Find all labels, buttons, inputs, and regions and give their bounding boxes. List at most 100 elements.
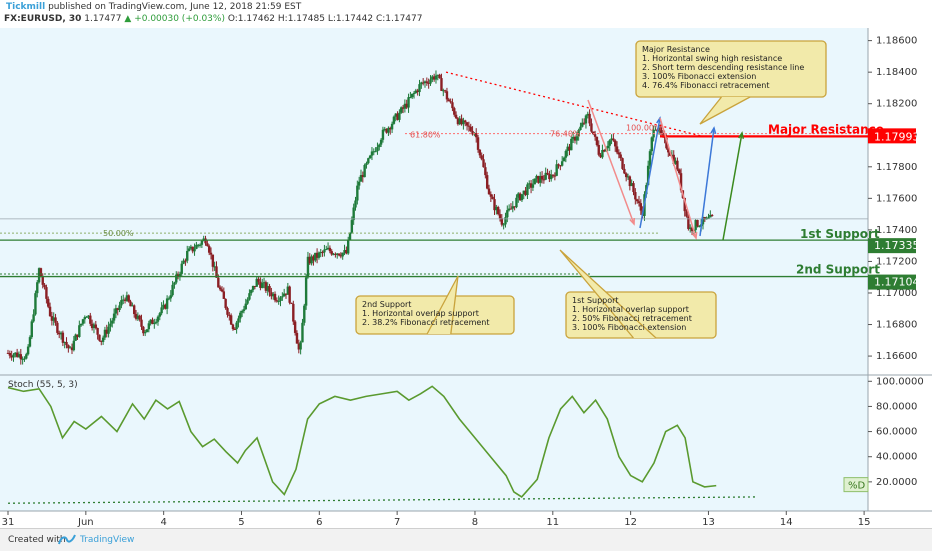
candles-layer bbox=[6, 70, 714, 365]
candle-body bbox=[37, 268, 41, 283]
candle-body bbox=[612, 138, 615, 141]
fib-down-arrow-2-head bbox=[691, 231, 698, 240]
candle-body bbox=[394, 113, 397, 117]
candle-body bbox=[26, 346, 30, 355]
candle-body bbox=[123, 299, 127, 301]
candle-body bbox=[337, 253, 341, 256]
candle-body bbox=[147, 323, 151, 330]
candle-body bbox=[220, 289, 224, 292]
candle-body bbox=[550, 174, 553, 180]
candle-body bbox=[476, 137, 480, 150]
candle-body bbox=[92, 324, 96, 329]
fib-764-label: 76.40% bbox=[550, 130, 581, 139]
candle-body bbox=[81, 319, 85, 324]
candle-body bbox=[469, 126, 472, 131]
candle-body bbox=[451, 102, 454, 109]
candle-body bbox=[323, 249, 326, 253]
stoch-axis-tick-label: 40.0000 bbox=[876, 452, 917, 463]
candle-body bbox=[568, 146, 571, 151]
candle-body bbox=[125, 295, 129, 301]
candle-body bbox=[462, 120, 465, 125]
symbol-label[interactable]: FX:EURUSD, 30 bbox=[4, 14, 82, 24]
candle-body bbox=[584, 115, 588, 124]
candle-body bbox=[262, 282, 266, 284]
tradingview-brand[interactable]: TradingView bbox=[80, 535, 135, 545]
candle-body bbox=[513, 206, 516, 208]
candle-body bbox=[336, 253, 339, 255]
candle-body bbox=[98, 334, 101, 341]
candle-body bbox=[306, 256, 310, 278]
candle-body bbox=[39, 268, 43, 278]
candle-body bbox=[255, 278, 258, 287]
support1-note-pointer bbox=[559, 249, 657, 339]
candle-body bbox=[153, 322, 156, 325]
candle-body bbox=[218, 287, 222, 290]
candle-body bbox=[498, 214, 502, 219]
candle-body bbox=[429, 79, 432, 84]
resistance-note-line: 2. Short term descending resistance line bbox=[642, 63, 804, 72]
candle-body bbox=[341, 252, 344, 257]
fib-down-arrow-1-head bbox=[629, 217, 636, 226]
candle-body bbox=[665, 137, 668, 149]
candle-body bbox=[420, 82, 423, 85]
candle-body bbox=[200, 240, 204, 245]
candle-body bbox=[319, 252, 322, 254]
candle-body bbox=[553, 175, 557, 177]
candle-body bbox=[191, 246, 194, 252]
candle-body bbox=[648, 151, 652, 166]
candle-body bbox=[140, 319, 143, 327]
candle-body bbox=[614, 140, 617, 147]
candle-body bbox=[626, 176, 630, 178]
candle-body bbox=[231, 324, 235, 330]
candle-body bbox=[237, 318, 240, 323]
publisher-name[interactable]: Tickmill bbox=[6, 2, 46, 12]
candle-body bbox=[690, 227, 694, 232]
candle-body bbox=[506, 210, 509, 218]
candle-body bbox=[531, 184, 535, 188]
candle-body bbox=[114, 308, 118, 314]
candle-body bbox=[453, 108, 456, 115]
candle-body bbox=[524, 190, 527, 196]
price-chart[interactable]: 1.186001.184001.182001.180001.178001.176… bbox=[0, 28, 932, 528]
fib-down-arrow-1 bbox=[587, 99, 635, 225]
candle-body bbox=[570, 138, 573, 151]
price-axis-tick-label: 1.16800 bbox=[876, 320, 917, 331]
publish-line: Tickmill published on TradingView.com, J… bbox=[6, 2, 301, 12]
candle-body bbox=[326, 247, 330, 250]
candle-body bbox=[48, 306, 52, 317]
candle-body bbox=[314, 252, 317, 261]
candle-body bbox=[239, 312, 242, 319]
candle-body bbox=[120, 300, 123, 306]
candle-body bbox=[68, 347, 72, 349]
candle-body bbox=[564, 150, 568, 158]
candle-body bbox=[290, 302, 293, 304]
candle-body bbox=[368, 155, 372, 159]
candle-body bbox=[367, 158, 370, 164]
candle-body bbox=[557, 164, 560, 166]
candle-body bbox=[676, 160, 679, 170]
candle-body bbox=[606, 145, 610, 149]
support-1-price: 1.17335 bbox=[874, 239, 920, 252]
time-axis-tick-label: 11 bbox=[546, 517, 559, 528]
candle-body bbox=[465, 122, 469, 126]
candle-body bbox=[560, 161, 564, 166]
candle-body bbox=[529, 183, 533, 188]
candle-body bbox=[544, 172, 547, 180]
candle-body bbox=[257, 278, 260, 282]
major-resistance-price: 1.17993 bbox=[874, 130, 920, 143]
candle-body bbox=[248, 293, 251, 300]
support2-note-pointer bbox=[426, 275, 459, 335]
candle-body bbox=[122, 299, 125, 301]
candle-body bbox=[502, 224, 505, 226]
candle-body bbox=[520, 194, 524, 201]
candle-body bbox=[698, 226, 701, 228]
candle-body bbox=[579, 126, 582, 130]
candle-body bbox=[535, 175, 538, 179]
candle-body bbox=[352, 207, 355, 221]
candle-body bbox=[539, 175, 542, 183]
candle-body bbox=[213, 266, 216, 268]
candle-body bbox=[674, 160, 677, 165]
created-with-text: Created with bbox=[8, 535, 66, 545]
stoch-title: Stoch (55, 5, 3) bbox=[8, 380, 78, 390]
